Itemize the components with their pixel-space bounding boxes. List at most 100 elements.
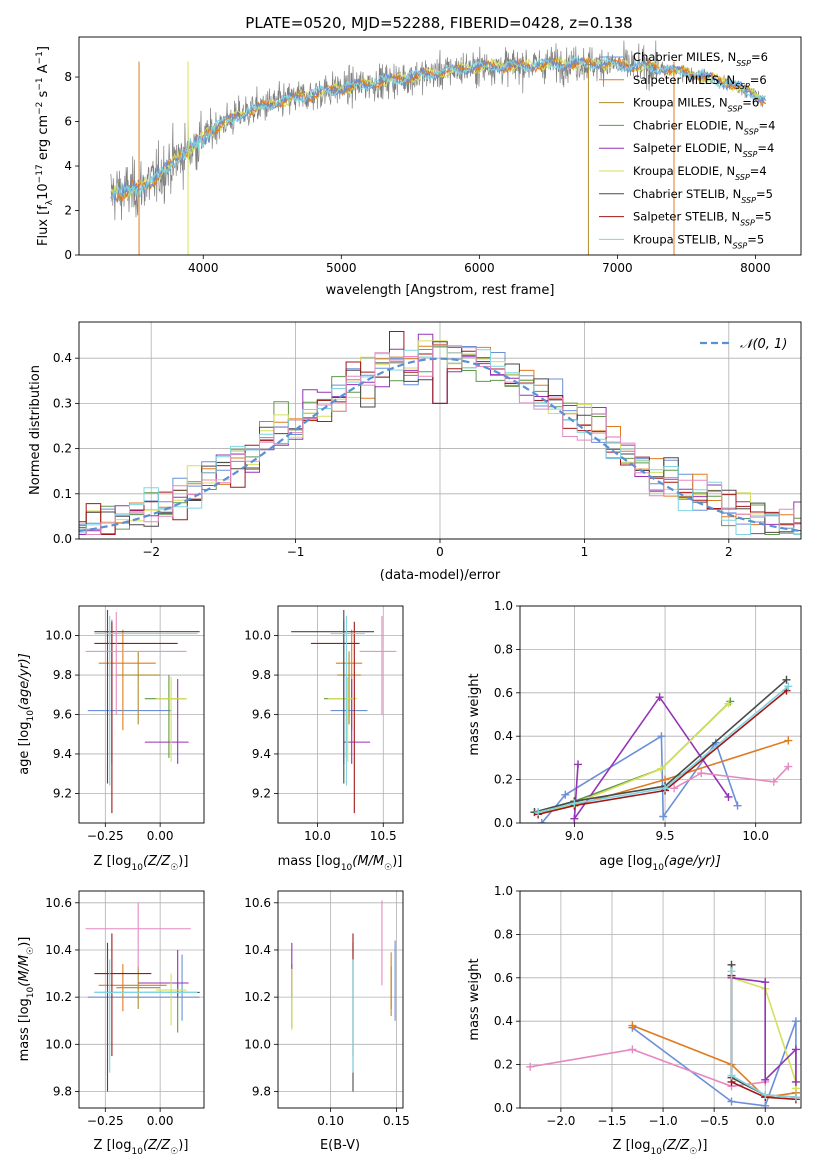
- plot-area: [79, 331, 801, 535]
- y-axis-label: mass weight: [467, 958, 482, 1040]
- plus-marker: [724, 699, 733, 708]
- plot-area: [526, 960, 800, 1108]
- y-tick-label: 9.2: [53, 786, 72, 800]
- x-tick-label: −0.25: [87, 1114, 124, 1128]
- x-tick-label: 9.5: [655, 829, 674, 843]
- plot-area: [85, 902, 200, 1092]
- axes-frame: [277, 890, 404, 1109]
- plus-marker: [657, 764, 666, 773]
- plus-marker: [727, 1097, 736, 1106]
- x-axis-label: Z [log10(Z/Z☉)]: [94, 854, 189, 873]
- plot-area: [110, 40, 767, 255]
- y-tick-label: 10.6: [244, 896, 271, 910]
- age-vs-metallicity-panel: −0.25 0.00 9.2 9.4 9.6 9.8 10.0 Z [log10(Z/Z☉)]…: [17, 605, 205, 873]
- age-vs-mass-panel: 10.0 10.5 9.2 9.4 9.6 9.8 10.0 mass [log10(M/M☉…: [244, 605, 404, 873]
- y-tick-label: 10.0: [45, 1037, 72, 1051]
- x-tick-label: −2: [142, 545, 160, 559]
- weight-vs-age-panel: 9.0 9.5 10.0 0.0 0.2 0.4 0.6 0.8 1.0 mass weight a…: [467, 599, 802, 873]
- plus-marker: [655, 693, 664, 702]
- plot-area: [85, 609, 200, 814]
- x-tick-label: 0.10: [317, 1114, 344, 1128]
- x-tick-label: −1.0: [648, 1114, 677, 1128]
- axes-frame: [78, 36, 802, 256]
- plus-marker: [724, 792, 733, 801]
- axes-frame: [78, 605, 205, 824]
- x-tick-label: 0.00: [147, 1114, 174, 1128]
- y-tick-label: 1.0: [494, 599, 513, 613]
- plus-marker: [761, 1090, 770, 1099]
- x-tick-label: 0.00: [147, 829, 174, 843]
- plus-marker: [761, 1075, 770, 1084]
- plus-marker: [661, 784, 670, 793]
- x-axis-label: E(B-V): [320, 1138, 360, 1153]
- y-tick-label: 9.2: [252, 786, 271, 800]
- y-tick-label: 0.2: [53, 442, 72, 456]
- x-axis-label: Z [log10(Z/Z☉)]: [94, 1138, 189, 1157]
- legend-label: Salpeter ELODIE, NSSP=4: [633, 141, 774, 159]
- mass-weight-line: [632, 1024, 797, 1099]
- y-tick-label: 0.6: [494, 686, 513, 700]
- x-tick-label: 9.0: [565, 829, 584, 843]
- y-tick-label: 2: [64, 204, 72, 218]
- x-tick-label: −2.0: [546, 1114, 575, 1128]
- residual-histogram-panel: −2 −1 0 1 2 0.0 0.1 0.2 0.3 0.4 𝒩(0, 1) (data-model…: [28, 321, 802, 583]
- legend-label: Salpeter STELIB, NSSP=5: [633, 210, 772, 228]
- plus-marker: [670, 784, 679, 793]
- plus-marker: [791, 1017, 800, 1026]
- axes-frame: [519, 605, 802, 824]
- mass-weight-line: [730, 971, 796, 1098]
- x-tick-label: 10.5: [370, 829, 397, 843]
- x-tick-label: 6000: [464, 261, 495, 275]
- residual-histogram-step: [79, 341, 801, 533]
- mass-weight-line: [573, 695, 730, 822]
- x-tick-label: −1.5: [597, 1114, 626, 1128]
- y-tick-label: 0.8: [494, 927, 513, 941]
- plus-marker: [733, 801, 742, 810]
- y-tick-label: 9.8: [252, 668, 271, 682]
- y-axis-label: mass [log10(M/M☉)]: [17, 937, 36, 1062]
- x-tick-label: 10.0: [304, 829, 331, 843]
- y-tick-label: 9.4: [53, 747, 72, 761]
- plus-marker: [574, 760, 583, 769]
- spectrum-panel: 4000 5000 6000 7000 8000 0 2 4 6 8 wavelength [Ang…: [35, 36, 802, 298]
- y-tick-label: 9.8: [53, 668, 72, 682]
- y-tick-label: 10.4: [244, 943, 271, 957]
- y-tick-label: 0.0: [494, 1101, 513, 1115]
- plot-area: [291, 609, 397, 814]
- plus-marker: [784, 736, 793, 745]
- axes-frame: [78, 321, 802, 540]
- plus-marker: [628, 1021, 637, 1030]
- x-axis-label: Z [log10(Z/Z☉)]: [613, 1138, 708, 1157]
- y-tick-label: 10.6: [45, 896, 72, 910]
- x-tick-label: −0.5: [700, 1114, 729, 1128]
- legend-label: Chabrier ELODIE, NSSP=4: [633, 118, 775, 136]
- y-axis-label: mass weight: [467, 673, 482, 755]
- plot-area: [530, 675, 793, 823]
- y-tick-label: 0.2: [494, 773, 513, 787]
- plus-marker: [791, 1093, 800, 1102]
- plus-marker: [727, 967, 736, 976]
- legend-label: Chabrier MILES, NSSP=6: [633, 50, 768, 68]
- mass-weight-line: [537, 689, 788, 816]
- mass-weight-line: [541, 734, 739, 823]
- legend-label: Kroupa MILES, NSSP=6: [633, 96, 759, 114]
- x-tick-label: −0.25: [87, 829, 124, 843]
- plus-marker: [570, 814, 579, 823]
- y-axis-label: Normed distribution: [28, 365, 43, 495]
- x-tick-label: 0.15: [383, 1114, 410, 1128]
- axes-frame: [78, 890, 205, 1109]
- y-axis-label: age [log10(age/yr)]: [17, 653, 36, 775]
- x-tick-label: 8000: [740, 261, 771, 275]
- plus-marker: [761, 1101, 770, 1108]
- mass-weight-line: [534, 679, 788, 813]
- y-tick-label: 6: [64, 115, 72, 129]
- y-tick-label: 0.1: [53, 487, 72, 501]
- mass-vs-extinction-panel: 0.10 0.15 9.8 10.0 10.2 10.4 10.6 E(B-V): [244, 890, 410, 1153]
- x-axis-label: (data-model)/error: [380, 568, 501, 583]
- x-tick-label: 7000: [602, 261, 633, 275]
- y-tick-label: 0.8: [494, 642, 513, 656]
- plus-marker: [784, 682, 793, 691]
- mass-weight-line: [673, 766, 789, 789]
- plus-marker: [570, 799, 579, 808]
